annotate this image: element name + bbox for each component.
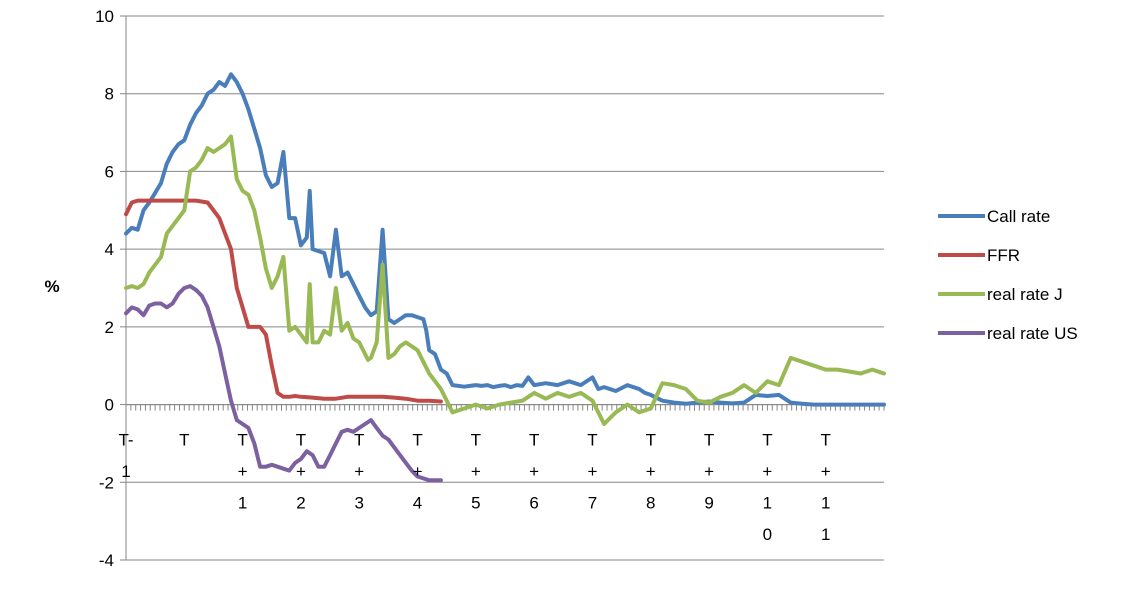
y-axis-label: % <box>44 277 59 296</box>
ytick-label: 2 <box>105 318 114 337</box>
xtick-label: 8 <box>646 494 655 513</box>
xtick-label: + <box>646 462 656 481</box>
x-minor-ticks <box>125 404 885 411</box>
ytick-label: 6 <box>105 162 114 181</box>
legend: Call rate FFR real rate J real rate US <box>938 207 1078 343</box>
series-lines <box>124 72 886 483</box>
xtick-label: 2 <box>296 494 305 513</box>
xtick-label: + <box>471 462 481 481</box>
xtick-label: + <box>821 462 831 481</box>
ytick-label: 4 <box>105 240 114 259</box>
legend-label: real rate J <box>987 285 1063 304</box>
ytick-label: -4 <box>99 551 114 570</box>
xtick-label: 3 <box>354 494 363 513</box>
ytick-label: 8 <box>105 85 114 104</box>
xtick-label: 1 <box>238 494 247 513</box>
xtick-label: T <box>237 431 247 450</box>
xtick-label: 5 <box>471 494 480 513</box>
xtick-label: 1 <box>121 462 130 481</box>
xtick-label: 6 <box>529 494 538 513</box>
xtick-label: T <box>179 431 189 450</box>
xtick-label: + <box>413 462 423 481</box>
xtick-label: + <box>587 462 597 481</box>
xtick-label: + <box>762 462 772 481</box>
xtick-label: 1 <box>763 494 772 513</box>
xtick-label: T <box>587 431 597 450</box>
y-tick-labels: -4 -2 0 2 4 6 8 10 <box>95 7 114 570</box>
legend-label: FFR <box>987 246 1020 265</box>
xtick-label: T <box>354 431 364 450</box>
series-line-call-rate <box>124 72 886 407</box>
xtick-label: + <box>529 462 539 481</box>
xtick-label: T <box>529 431 539 450</box>
ytick-label: 10 <box>95 7 114 26</box>
xtick-label: + <box>354 462 364 481</box>
xtick-label: + <box>238 462 248 481</box>
xtick-label: + <box>296 462 306 481</box>
ytick-label: 0 <box>105 396 114 415</box>
xtick-label: 4 <box>413 494 422 513</box>
xtick-label: 9 <box>704 494 713 513</box>
series-line-real-rate-j <box>124 134 886 426</box>
legend-label: Call rate <box>987 207 1050 226</box>
xtick-label: T <box>296 431 306 450</box>
xtick-label: 0 <box>763 525 772 544</box>
series-line-real-rate-us <box>124 284 443 483</box>
ytick-label: -2 <box>99 473 114 492</box>
xtick-label: T <box>704 431 714 450</box>
xtick-label: + <box>704 462 714 481</box>
xtick-label: 1 <box>821 494 830 513</box>
x-tick-labels: T- 1 T T +1 T +2 T +3 T +4 T +5 T +6 T +7 T +8 T +9 T +1 0 T +1 1 <box>118 431 830 544</box>
xtick-label: T <box>646 431 656 450</box>
legend-label: real rate US <box>987 324 1078 343</box>
xtick-label: T- <box>118 431 133 450</box>
xtick-label: T <box>820 431 830 450</box>
xtick-label: T <box>412 431 422 450</box>
xtick-label: T <box>471 431 481 450</box>
xtick-label: 1 <box>821 525 830 544</box>
xtick-label: 7 <box>588 494 597 513</box>
xtick-label: T <box>762 431 772 450</box>
